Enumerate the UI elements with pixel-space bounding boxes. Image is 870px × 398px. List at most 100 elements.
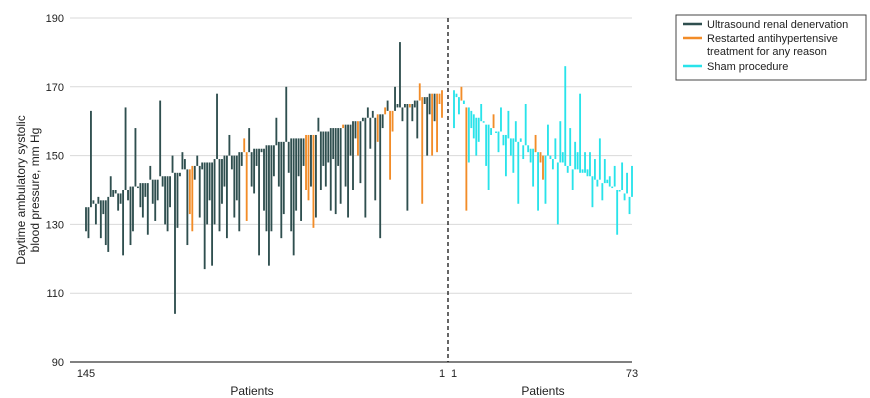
bar (487, 124, 490, 190)
bar (475, 117, 478, 156)
bar (601, 183, 604, 201)
bar (495, 131, 497, 134)
bar (191, 165, 194, 232)
bar (183, 159, 186, 170)
bar (406, 104, 409, 211)
bar (233, 155, 236, 218)
y-axis-title-text: Daytime ambulatory systolicblood pressur… (14, 115, 42, 264)
panel-renal-denervation (85, 42, 443, 314)
bar (270, 145, 273, 232)
bar (312, 134, 315, 228)
bar (458, 97, 460, 115)
bar (300, 138, 303, 221)
bar (502, 134, 505, 146)
bar (136, 186, 139, 189)
bar (460, 86, 463, 101)
bar (626, 172, 628, 194)
bar (171, 155, 174, 173)
bar (305, 134, 307, 190)
bar (263, 148, 265, 211)
bar (198, 165, 201, 218)
bar (354, 121, 357, 139)
bar (149, 165, 152, 180)
bar (272, 145, 275, 177)
bar (554, 138, 557, 160)
y-tick-label: 150 (46, 151, 64, 163)
bar (324, 131, 327, 187)
bar (240, 152, 243, 166)
bar (547, 124, 549, 156)
y-axis-ticks: 90 110 130 150 170 190 (46, 13, 64, 369)
bar (391, 110, 394, 132)
bar (193, 165, 196, 180)
bar (174, 172, 176, 314)
bar (477, 117, 480, 142)
bar (332, 128, 335, 160)
bar (436, 93, 438, 153)
bar (144, 183, 147, 197)
bar (347, 124, 349, 218)
bar (337, 128, 340, 166)
bar (598, 138, 601, 180)
bar (549, 155, 552, 160)
bar (527, 145, 530, 153)
bar (514, 121, 517, 142)
panels (85, 42, 633, 314)
bar (608, 176, 611, 187)
bar (428, 93, 431, 115)
legend: Ultrasound renal denervation Restarted an… (675, 14, 867, 81)
bar (561, 152, 564, 163)
x-tick-label: 145 (77, 368, 95, 380)
bar (297, 138, 300, 177)
bar (500, 107, 502, 132)
bar (364, 117, 367, 218)
bar (344, 124, 347, 187)
bar (90, 110, 92, 208)
bar (280, 141, 283, 239)
bar (201, 162, 204, 170)
bar (421, 97, 424, 204)
bar (275, 117, 278, 146)
bar (255, 148, 258, 166)
bar (591, 176, 594, 208)
bar (418, 83, 421, 101)
bar (230, 155, 233, 170)
bar (339, 128, 342, 204)
x-tick-label: 1 (451, 368, 457, 380)
bar (606, 179, 609, 184)
bar (314, 134, 317, 218)
bar (584, 152, 586, 173)
bar (593, 159, 596, 180)
bar (519, 138, 522, 142)
bar (366, 107, 369, 118)
bar (352, 121, 354, 190)
bar (250, 152, 253, 187)
bar (285, 86, 288, 142)
x-tick-label: 73 (626, 368, 638, 380)
bar (416, 100, 419, 139)
bar (94, 203, 97, 225)
bar (542, 155, 544, 180)
bar (621, 162, 624, 190)
bar (431, 93, 434, 156)
bar (203, 162, 206, 270)
bar (186, 169, 189, 246)
bar (589, 152, 591, 177)
bar (349, 124, 352, 156)
bar (156, 179, 159, 201)
bar (623, 193, 626, 201)
bar (359, 121, 362, 184)
bar (433, 93, 436, 122)
bar (504, 134, 507, 177)
bar (386, 100, 389, 111)
bar (277, 141, 280, 187)
bar (579, 93, 582, 173)
bar (292, 138, 295, 256)
bar (196, 155, 199, 166)
bar (129, 186, 132, 246)
bar (490, 128, 493, 135)
x-axis-labels: 145 1 Patients 1 73 Patients (77, 368, 638, 398)
bar (327, 131, 330, 163)
bar (497, 131, 500, 153)
bar (569, 128, 572, 166)
